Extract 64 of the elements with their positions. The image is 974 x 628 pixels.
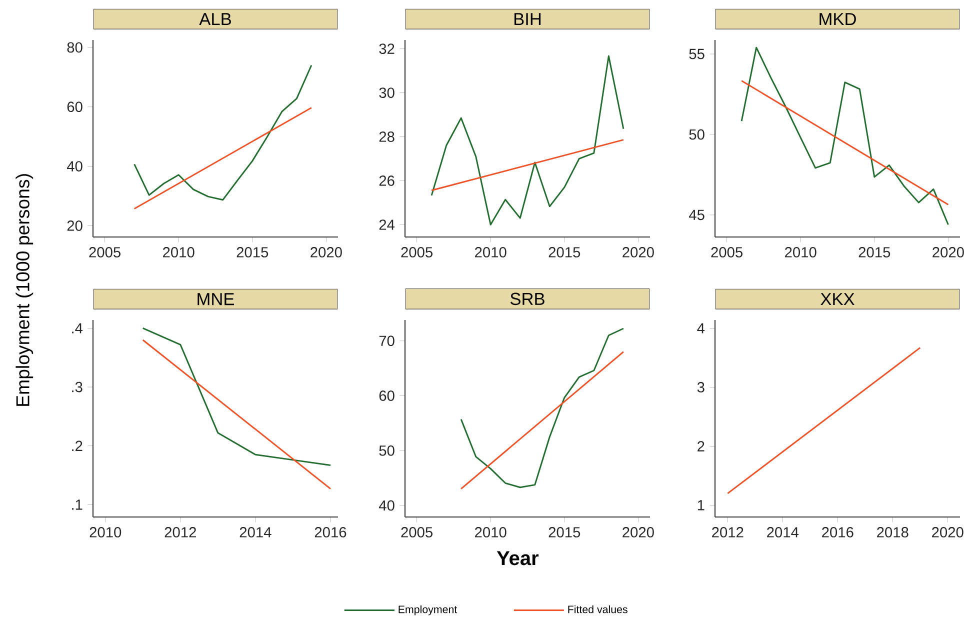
chart-title: MKD (820, 13, 856, 26)
x-tick-label: 2018 (877, 527, 908, 538)
y-tick-label: 55 (689, 48, 704, 60)
y-tick-label: 50 (379, 445, 394, 456)
y-tick-label: 3 (697, 382, 704, 392)
x-tick-label: 2010 (90, 527, 122, 538)
y-tick-label: 40 (378, 500, 394, 511)
x-tick-label: 2010 (785, 247, 816, 258)
y-tick-label: 50 (689, 129, 704, 140)
x-axis-title: Year (496, 551, 539, 566)
chart-title: ALB (199, 13, 231, 26)
chart-title: XKX (820, 293, 854, 306)
chart-title: BIH (514, 13, 541, 26)
x-tick-label: 2016 (314, 527, 346, 538)
legend-label: Employment (398, 605, 458, 616)
x-tick-label: 2015 (548, 527, 580, 538)
x-tick-label: 2014 (240, 527, 272, 538)
x-tick-label: 2015 (236, 247, 268, 258)
y-tick-label: 60 (67, 102, 82, 112)
y-tick-label: 30 (379, 88, 394, 98)
y-tick-label: .3 (72, 382, 82, 392)
y-tick-label: 4 (697, 323, 705, 334)
x-tick-label: 2012 (712, 527, 744, 538)
x-tick-label: 2010 (163, 247, 194, 258)
y-tick-label: 45 (688, 210, 704, 220)
x-tick-label: 2015 (548, 247, 580, 258)
x-tick-label: 2020 (932, 527, 964, 538)
y-tick-label: 80 (67, 42, 82, 53)
x-tick-label: 2020 (622, 527, 654, 538)
line-series (430, 55, 624, 226)
legend-label: Fitted values (568, 605, 628, 614)
y-tick-label: 40 (66, 161, 82, 172)
x-tick-label: 2005 (401, 247, 432, 258)
x-tick-label: 2005 (711, 247, 742, 258)
x-tick-label: 2010 (475, 527, 506, 538)
y-tick-label: 32 (379, 44, 394, 54)
y-tick-label: 28 (379, 132, 394, 142)
y-tick-label: 20 (67, 220, 82, 231)
y-tick-label: 70 (379, 336, 394, 346)
y-tick-label: .4 (72, 323, 83, 334)
x-tick-label: 2005 (401, 527, 432, 538)
x-tick-label: 2014 (767, 527, 799, 538)
y-tick-label: 26 (379, 176, 394, 186)
line-series (142, 327, 332, 466)
y-tick-label: 60 (379, 390, 394, 401)
chart-title: SRB (510, 292, 544, 306)
x-tick-label: 2020 (622, 247, 654, 258)
x-tick-label: 2020 (310, 247, 342, 258)
y-axis-title: Employment (1000 persons) (16, 174, 34, 406)
x-tick-label: 2005 (89, 247, 120, 258)
chart-title: MNE (198, 293, 234, 306)
x-tick-label: 2020 (932, 247, 964, 258)
x-tick-label: 2016 (822, 527, 854, 538)
x-tick-label: 2015 (858, 247, 890, 258)
y-tick-label: 2 (698, 441, 704, 452)
line-series (460, 328, 624, 488)
line-series (134, 64, 312, 201)
y-tick-label: 1 (698, 500, 704, 510)
x-tick-label: 2010 (475, 247, 506, 258)
x-tick-label: 2012 (164, 527, 196, 538)
line-series (740, 46, 949, 226)
y-tick-label: .1 (72, 500, 82, 510)
y-tick-label: 24 (379, 220, 395, 230)
y-tick-label: .2 (72, 440, 82, 451)
